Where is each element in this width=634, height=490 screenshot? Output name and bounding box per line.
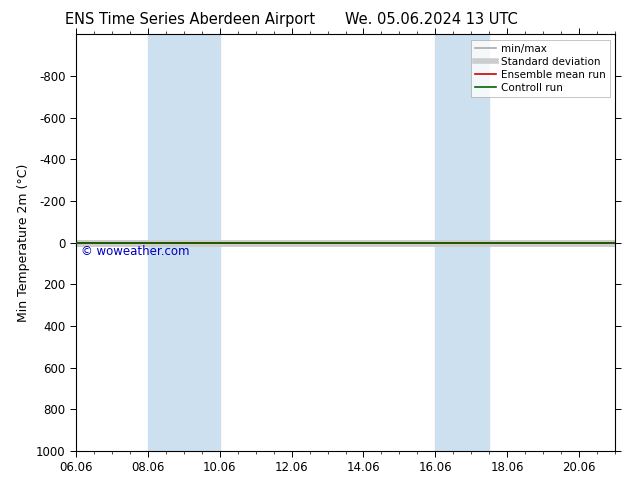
Y-axis label: Min Temperature 2m (°C): Min Temperature 2m (°C)	[18, 163, 30, 322]
Legend: min/max, Standard deviation, Ensemble mean run, Controll run: min/max, Standard deviation, Ensemble me…	[470, 40, 610, 97]
Text: We. 05.06.2024 13 UTC: We. 05.06.2024 13 UTC	[345, 12, 517, 27]
Bar	[436, 34, 489, 451]
Text: © woweather.com: © woweather.com	[81, 245, 190, 258]
Text: ENS Time Series Aberdeen Airport: ENS Time Series Aberdeen Airport	[65, 12, 315, 27]
Bar	[148, 34, 220, 451]
